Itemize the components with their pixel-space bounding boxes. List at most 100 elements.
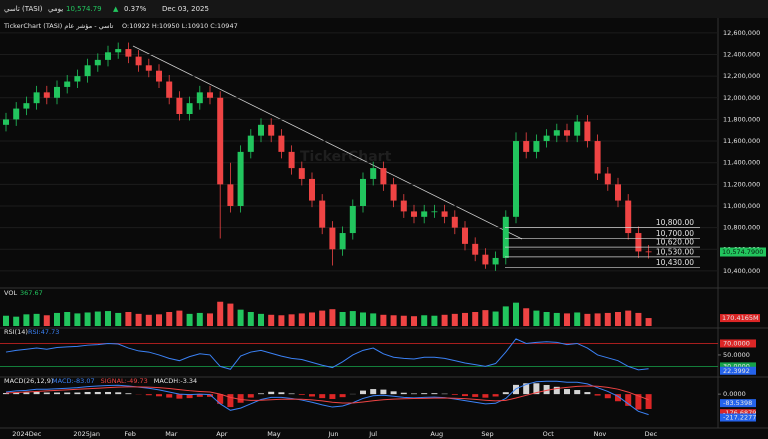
macd-histogram (74, 392, 81, 395)
volume-bar (482, 310, 489, 326)
volume-bar (186, 313, 193, 326)
candle-body (13, 108, 20, 120)
macd-histogram (288, 393, 295, 395)
panel-value: 367.67 (20, 289, 43, 297)
volume-bar (288, 314, 295, 326)
y-tick-label: -176.6879 (723, 409, 756, 417)
candle-body (584, 121, 591, 142)
x-tick-label: Sep (481, 430, 493, 438)
macd-histogram (13, 392, 20, 395)
macd-histogram (645, 394, 652, 409)
macd-histogram (564, 389, 570, 395)
y-tick-label: 11,200,000 (723, 180, 760, 188)
candle-body (360, 178, 366, 206)
candle-body (411, 211, 417, 217)
macd-histogram (23, 392, 30, 395)
macd-histogram (615, 394, 621, 402)
candle-body (615, 184, 621, 201)
candle-body (594, 141, 601, 174)
macd-histogram (84, 391, 91, 395)
y-tick-label: 10,800,000 (723, 224, 760, 232)
macd-histogram (482, 394, 489, 398)
candle-body (431, 211, 438, 213)
volume-bar (54, 312, 60, 326)
candle-body (523, 141, 530, 152)
macd-histogram (217, 394, 224, 404)
header-bar (0, 0, 768, 18)
volume-bar (309, 312, 315, 326)
volume-bar (574, 312, 581, 326)
volume-bar (217, 301, 224, 326)
volume-bar (115, 312, 122, 326)
last-price-box (720, 247, 766, 257)
macd-histogram (411, 393, 417, 395)
macd-histogram (196, 394, 203, 397)
legend-label: MACD:-83.07 (52, 377, 95, 385)
candle-body (278, 135, 285, 152)
y-tick-label: 50.0000 (723, 351, 750, 359)
candle-body (421, 211, 428, 217)
candle-body (370, 168, 377, 179)
volume-bar (319, 310, 326, 326)
macd-histogram (635, 394, 642, 410)
period: يومي (48, 5, 63, 13)
tick-box (720, 362, 756, 371)
volume-marker-box (720, 314, 760, 323)
volume-bar (64, 312, 71, 326)
volume-bar (625, 310, 632, 326)
y-tick-label: 12,400,000 (723, 50, 760, 58)
tick-box (720, 339, 756, 348)
candle-body (482, 254, 489, 265)
y-tick-label: 11,800,000 (723, 115, 760, 123)
tick-box (720, 409, 756, 418)
x-tick-label: Mar (165, 430, 178, 438)
volume-bar (584, 313, 591, 326)
macd-histogram (156, 394, 162, 397)
volume-bar (370, 313, 377, 326)
candle-body (135, 56, 142, 66)
volume-bar (533, 310, 540, 326)
candle-body (329, 227, 336, 250)
macd-histogram (237, 394, 244, 403)
rsi-line (5, 338, 649, 371)
volume-bar (207, 313, 213, 326)
volume-bar (258, 313, 264, 326)
volume-bar (247, 312, 254, 326)
legend-label: MACDH:-3.34 (154, 377, 197, 385)
macd-histogram (278, 392, 285, 395)
macd-line (5, 385, 649, 404)
volume-bar (360, 312, 366, 326)
volume-bar (451, 313, 458, 326)
panel-title: RSI(14) (4, 328, 28, 336)
macd-histogram (309, 394, 315, 397)
x-tick-label: Dec (645, 430, 658, 438)
volume-bar (543, 312, 550, 326)
volume-bar (105, 311, 111, 326)
panel-title: VOL (4, 289, 17, 297)
candle-body (54, 86, 60, 98)
candle-body (237, 151, 244, 206)
level-label: 10,530.00 (656, 247, 694, 256)
macd-histogram (594, 394, 601, 396)
candle-body (298, 168, 305, 179)
volume-bar (553, 312, 560, 326)
volume-bar (441, 314, 448, 326)
x-tick-label: May (267, 430, 281, 438)
macd-histogram (227, 394, 234, 408)
volume-bar (472, 312, 479, 326)
volume-bar (176, 310, 183, 326)
candle-body (309, 178, 315, 201)
candle-body (635, 233, 642, 252)
candle-body (64, 81, 71, 87)
candle-body (349, 205, 356, 234)
level-label: 10,620.00 (656, 238, 694, 247)
macd-histogram (625, 394, 632, 406)
x-tick-label: Feb (124, 430, 136, 438)
tick-box (720, 399, 756, 408)
macd-histogram (54, 392, 60, 395)
volume-bar (635, 312, 642, 326)
macd-line (5, 380, 649, 416)
volume-bar (380, 314, 387, 326)
candle-body (492, 257, 499, 265)
volume-bar (74, 313, 81, 326)
